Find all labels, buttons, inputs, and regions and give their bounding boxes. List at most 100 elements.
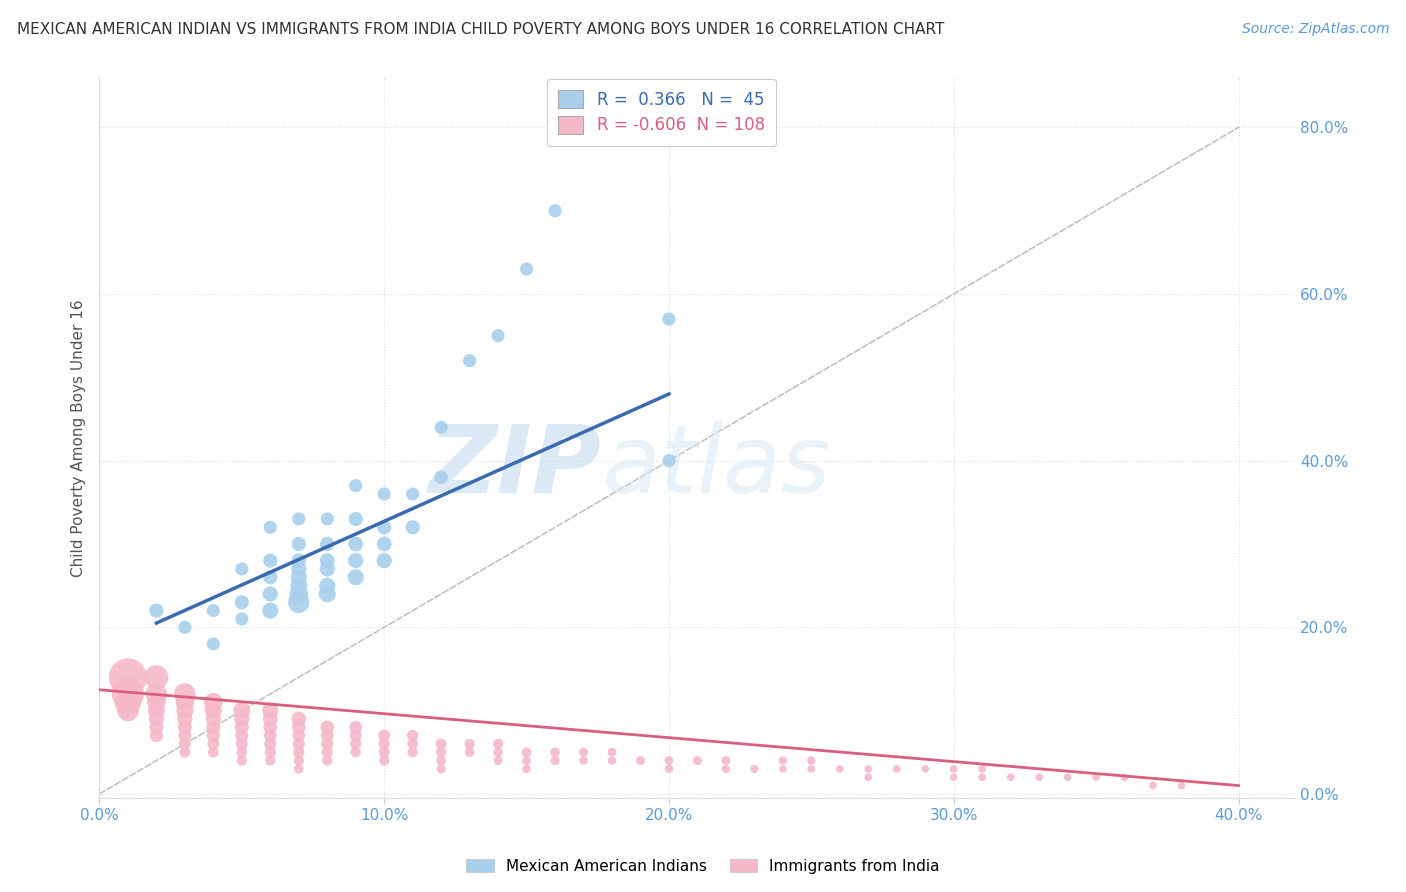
Point	[316, 587, 339, 601]
Point	[800, 762, 823, 776]
Point	[173, 729, 195, 743]
Point	[316, 579, 339, 593]
Legend: R =  0.366   N =  45, R = -0.606  N = 108: R = 0.366 N = 45, R = -0.606 N = 108	[547, 78, 776, 146]
Point	[231, 595, 253, 609]
Point	[202, 704, 225, 718]
Point	[145, 729, 167, 743]
Text: Source: ZipAtlas.com: Source: ZipAtlas.com	[1241, 22, 1389, 37]
Point	[772, 754, 794, 768]
Point	[259, 704, 281, 718]
Point	[972, 770, 994, 784]
Point	[714, 754, 737, 768]
Point	[600, 745, 623, 759]
Point	[373, 729, 395, 743]
Point	[772, 762, 794, 776]
Point	[402, 520, 425, 534]
Point	[259, 570, 281, 584]
Point	[259, 604, 281, 618]
Point	[316, 754, 339, 768]
Point	[344, 570, 367, 584]
Point	[373, 537, 395, 551]
Point	[658, 754, 681, 768]
Point	[373, 487, 395, 501]
Point	[402, 737, 425, 751]
Point	[231, 754, 253, 768]
Point	[259, 745, 281, 759]
Legend: Mexican American Indians, Immigrants from India: Mexican American Indians, Immigrants fro…	[460, 853, 946, 880]
Point	[173, 712, 195, 726]
Text: atlas: atlas	[602, 421, 830, 512]
Point	[287, 720, 309, 734]
Point	[373, 520, 395, 534]
Point	[316, 720, 339, 734]
Point	[458, 737, 481, 751]
Point	[259, 720, 281, 734]
Point	[430, 420, 453, 434]
Point	[516, 754, 538, 768]
Point	[914, 762, 936, 776]
Point	[287, 754, 309, 768]
Point	[231, 737, 253, 751]
Point	[173, 720, 195, 734]
Point	[287, 512, 309, 526]
Point	[316, 537, 339, 551]
Point	[1028, 770, 1050, 784]
Text: ZIP: ZIP	[429, 420, 602, 513]
Point	[287, 595, 309, 609]
Point	[630, 754, 652, 768]
Point	[972, 762, 994, 776]
Point	[344, 720, 367, 734]
Point	[173, 687, 195, 701]
Point	[287, 562, 309, 576]
Point	[714, 762, 737, 776]
Point	[259, 754, 281, 768]
Point	[373, 554, 395, 568]
Point	[202, 604, 225, 618]
Point	[173, 620, 195, 634]
Point	[373, 737, 395, 751]
Point	[231, 612, 253, 626]
Point	[259, 554, 281, 568]
Point	[1085, 770, 1108, 784]
Point	[800, 754, 823, 768]
Point	[572, 745, 595, 759]
Point	[287, 762, 309, 776]
Point	[658, 453, 681, 467]
Point	[287, 587, 309, 601]
Y-axis label: Child Poverty Among Boys Under 16: Child Poverty Among Boys Under 16	[72, 299, 86, 576]
Point	[544, 745, 567, 759]
Point	[430, 737, 453, 751]
Point	[1170, 779, 1192, 793]
Point	[516, 762, 538, 776]
Point	[544, 754, 567, 768]
Point	[117, 687, 139, 701]
Point	[486, 754, 509, 768]
Point	[344, 729, 367, 743]
Point	[287, 537, 309, 551]
Text: MEXICAN AMERICAN INDIAN VS IMMIGRANTS FROM INDIA CHILD POVERTY AMONG BOYS UNDER : MEXICAN AMERICAN INDIAN VS IMMIGRANTS FR…	[17, 22, 945, 37]
Point	[259, 587, 281, 601]
Point	[572, 754, 595, 768]
Point	[145, 704, 167, 718]
Point	[858, 770, 880, 784]
Point	[600, 754, 623, 768]
Point	[316, 512, 339, 526]
Point	[344, 745, 367, 759]
Point	[316, 745, 339, 759]
Point	[287, 554, 309, 568]
Point	[942, 762, 965, 776]
Point	[316, 554, 339, 568]
Point	[287, 712, 309, 726]
Point	[373, 745, 395, 759]
Point	[486, 328, 509, 343]
Point	[202, 737, 225, 751]
Point	[202, 729, 225, 743]
Point	[259, 729, 281, 743]
Point	[259, 737, 281, 751]
Point	[544, 203, 567, 218]
Point	[173, 695, 195, 709]
Point	[658, 762, 681, 776]
Point	[316, 729, 339, 743]
Point	[1142, 779, 1164, 793]
Point	[373, 754, 395, 768]
